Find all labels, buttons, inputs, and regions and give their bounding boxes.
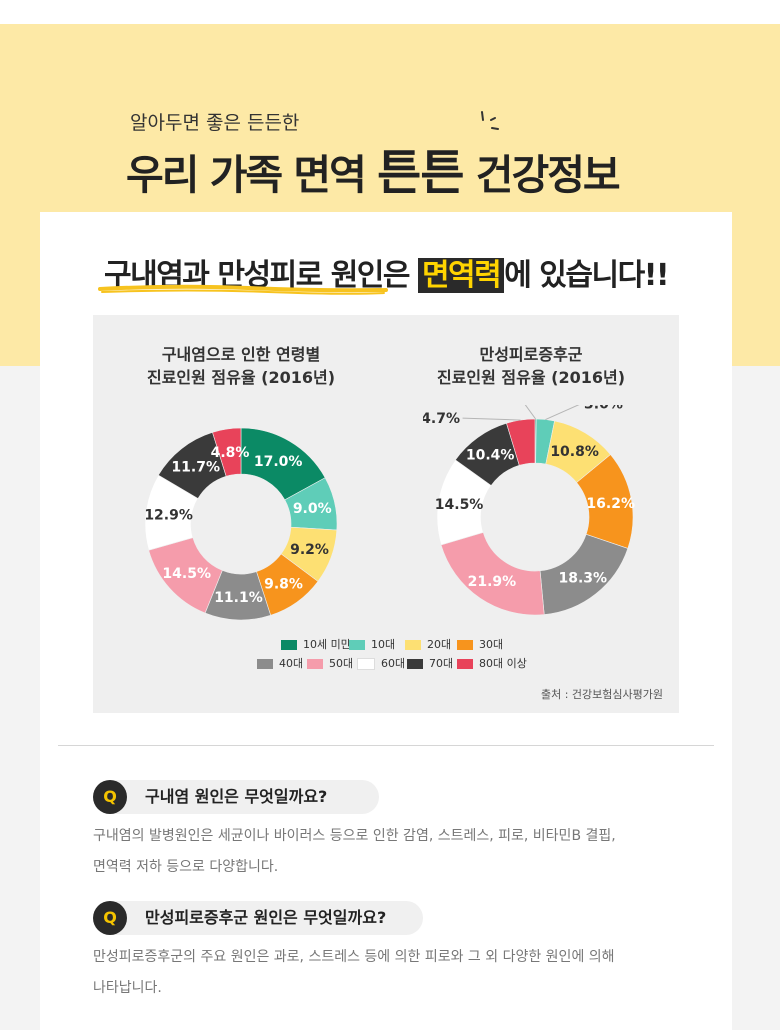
- title-highlight: 튼튼: [377, 145, 464, 201]
- chart-1-label-30대: 9.8%: [264, 576, 303, 592]
- legend-swatch: [257, 659, 273, 669]
- chart-2-leader-80대 이상: [462, 417, 521, 421]
- chart-2-label-30대: 16.2%: [586, 496, 635, 512]
- legend-label: 20대: [427, 638, 452, 651]
- chart-2-donut: 0.2% 3.0% 10.8% 16.2% 18.3% 21.9% 14.5% 10.4% 4.…: [423, 405, 635, 616]
- chart-2-label-10대: 3.0%: [584, 405, 623, 413]
- legend-swatch: [357, 658, 375, 670]
- question-1-text: 구내염 원인은 무엇일까요?: [145, 787, 328, 806]
- chart-2-label-60대: 14.5%: [435, 497, 484, 513]
- sparkle-icon: [481, 111, 499, 130]
- answer-1-line-2: 면역력 저하 등으로 다양합니다.: [93, 859, 279, 875]
- legend-swatch: [281, 640, 297, 650]
- chart-2-title: 만성피로증후군 진료인원 점유율 (2016년): [436, 345, 626, 387]
- legend-swatch: [407, 659, 423, 669]
- chart-1-label-10세 미만: 17.0%: [254, 454, 303, 470]
- chart-2-label-70대: 10.4%: [466, 447, 515, 463]
- answer-2-line-2: 나타납니다.: [93, 980, 162, 996]
- chart-2-label-50대: 21.9%: [468, 574, 517, 590]
- divider: [58, 745, 714, 746]
- chart-1-label-20대: 9.2%: [290, 542, 329, 558]
- chart-2-label-80대 이상: 4.7%: [423, 411, 460, 427]
- question-2-text: 만성피로증후군 원인은 무엇일까요?: [145, 908, 387, 927]
- legend-swatch: [457, 659, 473, 669]
- legend-label: 10세 미만: [303, 638, 351, 651]
- chart-1-slice-80대 이상: [212, 427, 242, 477]
- chart-2-label-20대: 10.8%: [550, 444, 599, 460]
- legend-swatch: [349, 640, 365, 650]
- chart-1-label-70대: 11.7%: [171, 460, 220, 476]
- chart-2-label-10세 미만: 0.2%: [478, 405, 517, 406]
- chart-1-label-10대: 9.0%: [293, 501, 332, 517]
- title-part-2: 건강정보: [463, 151, 621, 199]
- headline-part-2: 에 있습니다!!: [504, 258, 669, 293]
- legend-label: 10대: [371, 638, 396, 651]
- chart-panel: 구내염으로 인한 연령별 진료인원 점유율 (2016년) 만성피로증후군 진료…: [93, 315, 679, 713]
- chart-2-label-40대: 18.3%: [558, 570, 607, 586]
- chart-1-label-50대: 14.5%: [162, 566, 211, 582]
- legend-label: 80대 이상: [479, 657, 527, 670]
- q-badge: Q: [93, 901, 127, 935]
- answer-2-line-1: 만성피로증후군의 주요 원인은 과로, 스트레스 등에 의한 피로와 그 외 다…: [93, 949, 615, 965]
- legend-item: 40대: [257, 657, 303, 671]
- chart-1-label-60대: 12.9%: [144, 508, 193, 524]
- legend-swatch: [457, 640, 473, 650]
- top-margin: [0, 0, 780, 24]
- source-note: 출처 : 건강보험심사평가원: [540, 688, 663, 701]
- headline-highlight: 면역력: [417, 258, 505, 293]
- header-subtitle: 알아두면 좋은 든든한: [130, 112, 300, 134]
- legend-label: 50대: [329, 657, 354, 670]
- brush-underline: [98, 284, 388, 295]
- legend-item: 20대: [405, 638, 451, 652]
- chart-1-donut: 17.0% 9.0% 9.2% 9.8%11.1%14.5% 12.9% 11.7%4.8…: [144, 427, 338, 621]
- answer-2: 만성피로증후군의 주요 원인은 과로, 스트레스 등에 의한 피로와 그 외 다…: [93, 942, 615, 1004]
- legend-item: 80대 이상: [457, 657, 527, 671]
- legend-label: 30대: [479, 638, 504, 651]
- legend-item: 70대: [407, 657, 453, 671]
- chart-1-label-80대 이상: 4.8%: [211, 445, 250, 461]
- section-headline: 구내염과 만성피로 원인은 면역력 에 있습니다!!: [104, 250, 670, 294]
- q-badge: Q: [93, 780, 127, 814]
- legend-swatch: [405, 640, 421, 650]
- legend-label: 40대: [279, 657, 304, 670]
- chart-2-leader-10세 미만: [524, 405, 537, 420]
- chart-2-slice-80대 이상: [506, 418, 536, 466]
- question-1: Q 구내염 원인은 무엇일까요?: [93, 780, 379, 814]
- legend-item: 10대: [349, 638, 395, 652]
- chart-1-title: 구내염으로 인한 연령별 진료인원 점유율 (2016년): [146, 345, 336, 387]
- question-2: Q 만성피로증후군 원인은 무엇일까요?: [93, 901, 423, 935]
- answer-1-line-1: 구내염의 발병원인은 세균이나 바이러스 등으로 인한 감염, 스트레스, 피로…: [93, 828, 616, 844]
- legend-item: 60대: [357, 657, 405, 671]
- chart-1-label-40대: 11.1%: [214, 590, 263, 606]
- title-part-1: 우리 가족 면역: [126, 151, 378, 199]
- page-title: 우리 가족 면역 튼튼 건강정보: [126, 133, 621, 203]
- answer-1: 구내염의 발병원인은 세균이나 바이러스 등으로 인한 감염, 스트레스, 피로…: [93, 821, 616, 883]
- legend-item: 10세 미만: [281, 638, 351, 652]
- legend-item: 30대: [457, 638, 503, 652]
- legend-swatch: [307, 659, 323, 669]
- legend-item: 50대: [307, 657, 353, 671]
- chart-2-leader-10대: [545, 405, 580, 421]
- legend-label: 70대: [429, 657, 454, 670]
- legend-label: 60대: [381, 657, 406, 670]
